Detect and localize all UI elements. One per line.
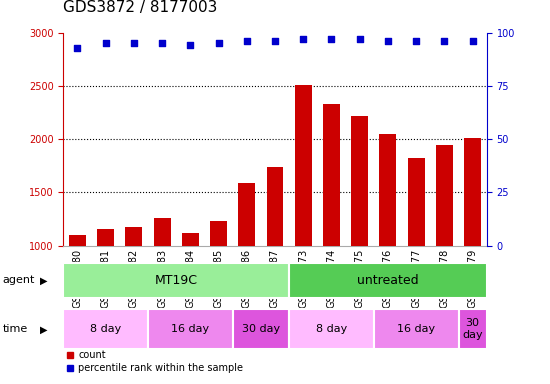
Bar — [210, 221, 227, 246]
Bar — [295, 85, 312, 246]
Bar — [63, 263, 289, 298]
Text: 16 day: 16 day — [171, 324, 210, 334]
Bar — [69, 235, 86, 246]
Point — [186, 42, 195, 48]
Bar — [459, 310, 487, 349]
Point — [158, 40, 167, 46]
Bar — [267, 167, 283, 246]
Text: time: time — [3, 324, 28, 334]
Bar — [408, 158, 425, 246]
Bar — [153, 217, 170, 246]
Point — [299, 36, 307, 42]
Bar — [125, 227, 142, 246]
Text: 30
day: 30 day — [463, 318, 483, 340]
Bar — [63, 310, 148, 349]
Text: MT19C: MT19C — [155, 274, 197, 287]
Text: GDS3872 / 8177003: GDS3872 / 8177003 — [63, 0, 218, 15]
Bar — [351, 116, 368, 246]
Bar — [323, 104, 340, 246]
Bar — [182, 233, 199, 246]
Legend: count, percentile rank within the sample: count, percentile rank within the sample — [63, 346, 247, 377]
Text: ▶: ▶ — [40, 324, 47, 334]
Bar — [379, 134, 397, 246]
Text: 16 day: 16 day — [397, 324, 435, 334]
Bar — [233, 310, 289, 349]
Text: 8 day: 8 day — [90, 324, 121, 334]
Bar — [436, 145, 453, 246]
Bar — [238, 183, 255, 246]
Point — [73, 45, 82, 51]
Point — [383, 38, 392, 44]
Text: 30 day: 30 day — [242, 324, 280, 334]
Bar — [374, 310, 459, 349]
Text: untreated: untreated — [357, 274, 419, 287]
Text: agent: agent — [3, 275, 35, 285]
Bar — [464, 138, 481, 246]
Point — [412, 38, 421, 44]
Point — [101, 40, 110, 46]
Bar — [289, 310, 374, 349]
Point — [355, 36, 364, 42]
Point — [271, 38, 279, 44]
Bar — [148, 310, 233, 349]
Text: ▶: ▶ — [40, 275, 47, 285]
Point — [327, 36, 336, 42]
Bar — [289, 263, 487, 298]
Point — [129, 40, 138, 46]
Point — [243, 38, 251, 44]
Text: 8 day: 8 day — [316, 324, 347, 334]
Point — [214, 40, 223, 46]
Point — [468, 38, 477, 44]
Bar — [97, 229, 114, 246]
Point — [440, 38, 449, 44]
